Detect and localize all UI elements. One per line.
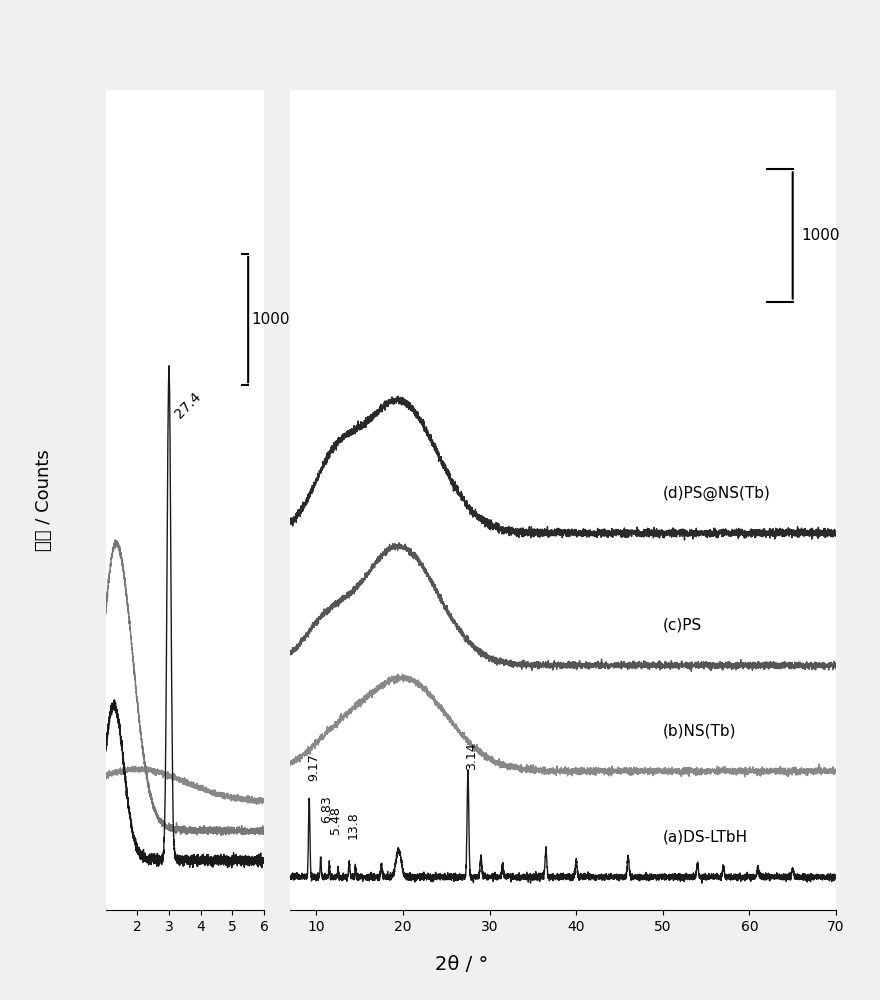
Text: 6.83: 6.83 (319, 795, 333, 823)
Text: 13.8: 13.8 (347, 811, 360, 839)
Text: 强度 / Counts: 强度 / Counts (35, 449, 53, 551)
Text: 9.17: 9.17 (308, 753, 320, 781)
Text: (c)PS: (c)PS (663, 618, 702, 633)
Text: 1000: 1000 (802, 228, 840, 243)
Text: 27.4: 27.4 (172, 389, 203, 421)
Text: (b)NS(Tb): (b)NS(Tb) (663, 723, 737, 738)
Text: 3.14: 3.14 (466, 743, 479, 770)
Text: 1000: 1000 (252, 312, 290, 327)
Text: (a)DS-LTbH: (a)DS-LTbH (663, 829, 748, 844)
Text: (d)PS@NS(Tb): (d)PS@NS(Tb) (663, 485, 771, 501)
Text: 2θ / °: 2θ / ° (436, 955, 488, 974)
Text: 5.48: 5.48 (328, 806, 341, 834)
